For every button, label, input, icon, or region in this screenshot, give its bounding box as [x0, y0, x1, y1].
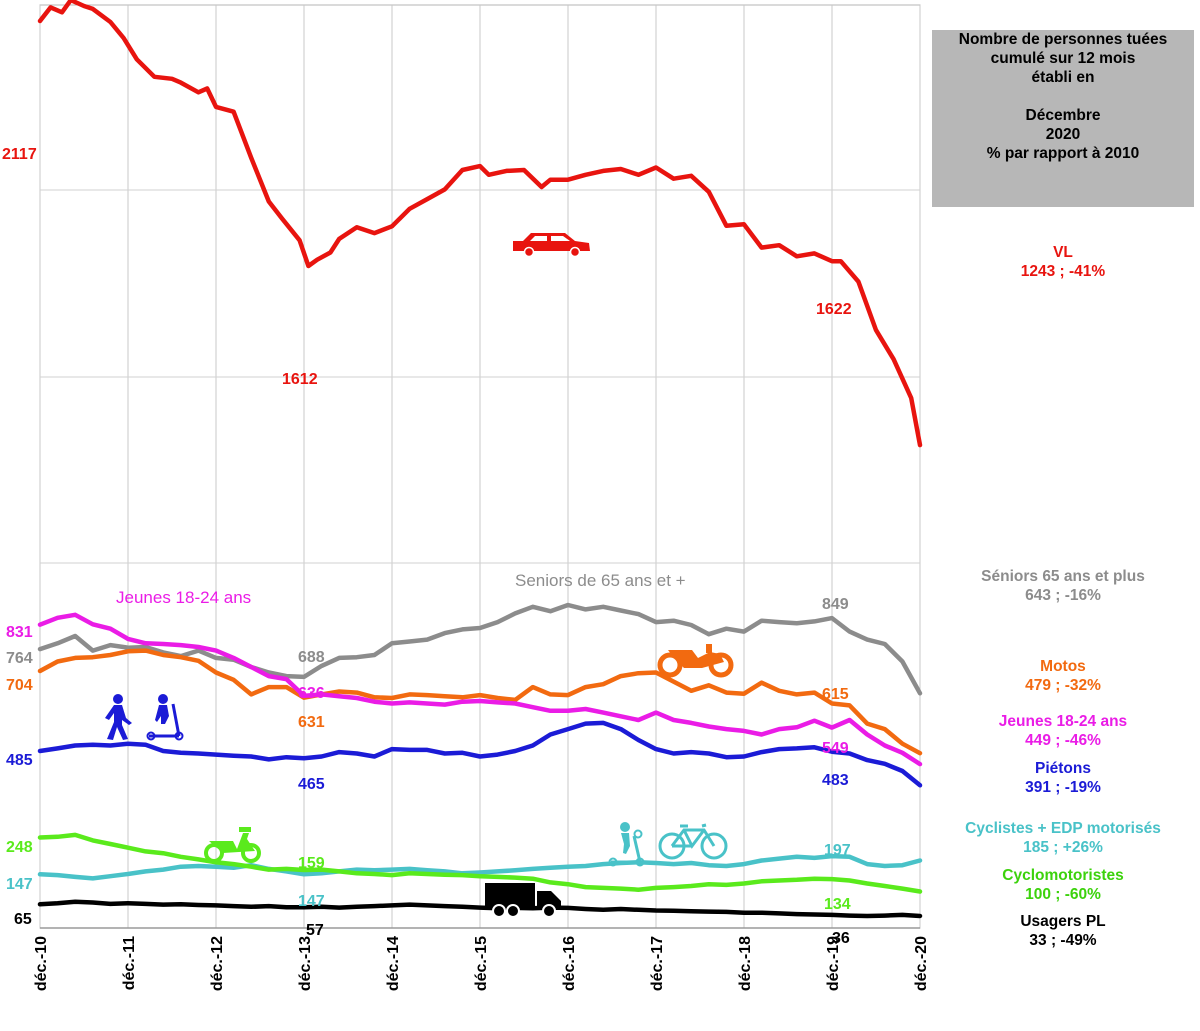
legend-jeunes: Jeunes 18-24 ans 449 ; -46%: [930, 712, 1196, 750]
legend-seniors: Séniors 65 ans et plus 643 ; -16%: [930, 567, 1196, 605]
motorcycle-icon: [657, 644, 734, 678]
info-line: Nombre de personnes tuées: [958, 31, 1168, 48]
value-label: 147: [6, 876, 33, 893]
moped-icon: [204, 827, 261, 863]
value-label: 485: [6, 752, 33, 769]
x-tick-label: déc.-14: [385, 936, 402, 991]
legend-pietons: Piétons 391 ; -19%: [930, 759, 1196, 797]
legend-value: 643 ; -16%: [1025, 587, 1101, 604]
pedestrian-icon: [105, 694, 132, 740]
info-box: Nombre de personnes tuées cumulé sur 12 …: [932, 30, 1194, 207]
value-label: 849: [822, 596, 849, 613]
info-line: [932, 87, 1194, 106]
info-line: cumulé sur 12 mois: [990, 50, 1136, 67]
x-axis-tick-labels: déc.-10 déc.-11 déc.-12 déc.-13 déc.-14 déc.-…: [33, 936, 930, 991]
info-line: établi en: [1031, 69, 1095, 86]
truck-icon: [485, 883, 561, 918]
x-tick-label: déc.-19: [825, 936, 842, 991]
legend-cyclistes: Cyclistes + EDP motorisés 185 ; +26%: [930, 819, 1196, 857]
value-label: 688: [298, 649, 325, 666]
value-label: 2117: [2, 146, 37, 163]
scooter-icon: [146, 694, 184, 741]
value-label: 147: [298, 893, 325, 910]
x-tick-label: déc.-20: [913, 936, 930, 991]
value-label: 549: [822, 740, 849, 757]
value-label: 1612: [282, 371, 318, 388]
value-label: 483: [822, 772, 849, 789]
legend-value: 391 ; -19%: [1025, 779, 1101, 796]
legend-value: 479 ; -32%: [1025, 677, 1101, 694]
value-label: 36: [832, 930, 850, 947]
legend-value: 33 ; -49%: [1029, 932, 1097, 949]
series-line-jeunes: [37, 612, 923, 767]
legend-value: 1243 ; -41%: [1020, 263, 1106, 280]
value-label: 615: [822, 686, 849, 703]
value-label: 197: [824, 842, 851, 859]
series-line-cyclistes: [37, 853, 923, 881]
series-line-pietons: [37, 720, 923, 788]
legend-value: 449 ; -46%: [1025, 732, 1101, 749]
series-line-seniors: [37, 602, 923, 696]
value-label: 631: [298, 714, 325, 731]
x-tick-label: déc.-17: [649, 936, 666, 991]
legend-name: Piétons: [1035, 760, 1091, 777]
value-label: Jeunes 18-24 ans: [116, 588, 251, 607]
kick-scooter-icon: [608, 822, 645, 867]
legend-name: Jeunes 18-24 ans: [998, 713, 1128, 730]
bicycle-icon: [658, 823, 728, 860]
info-line: Décembre: [1025, 107, 1101, 124]
x-tick-label: déc.-18: [737, 936, 754, 991]
value-label: 831: [6, 624, 33, 641]
series-line-pl: [37, 899, 923, 919]
value-label: 134: [824, 896, 851, 913]
legend-name: Cyclistes + EDP motorisés: [965, 820, 1161, 837]
chart-series: [37, 0, 923, 919]
x-tick-label: déc.-12: [209, 936, 226, 991]
legend-name: Motos: [1040, 658, 1086, 675]
legend-vl: VL 1243 ; -41%: [930, 243, 1196, 281]
legend-name: VL: [1053, 244, 1073, 261]
legend-value: 185 ; +26%: [1023, 839, 1103, 856]
legend-name: Séniors 65 ans et plus: [981, 568, 1145, 585]
value-label: 704: [6, 677, 33, 694]
value-label: 159: [298, 855, 325, 872]
value-label: 1622: [816, 301, 852, 318]
value-label: 57: [306, 922, 324, 939]
legend-pl: Usagers PL 33 ; -49%: [930, 912, 1196, 950]
x-tick-label: déc.-10: [33, 936, 50, 991]
legend-name: Usagers PL: [1020, 913, 1106, 930]
legend-name: Cyclomotoristes: [1002, 867, 1124, 884]
legend-motos: Motos 479 ; -32%: [930, 657, 1196, 695]
x-tick-label: déc.-13: [297, 936, 314, 991]
value-label: Seniors de 65 ans et +: [515, 571, 686, 590]
value-label: 465: [298, 776, 325, 793]
x-tick-label: déc.-11: [121, 936, 138, 990]
x-tick-label: déc.-15: [473, 936, 490, 991]
series-line-vl: [37, 0, 923, 448]
legend-value: 100 ; -60%: [1025, 886, 1101, 903]
value-label: 636: [298, 685, 325, 702]
legend-cyclo: Cyclomotoristes 100 ; -60%: [930, 866, 1196, 904]
value-label: 764: [6, 650, 33, 667]
car-icon: [513, 233, 590, 258]
value-label: 65: [14, 911, 32, 928]
gridlines: [39, 4, 921, 929]
info-line: % par rapport à 2010: [986, 145, 1140, 162]
x-tick-label: déc.-16: [561, 936, 578, 991]
series-line-cyclo: [37, 832, 923, 894]
value-labels: 2117 1612 1622 Jeunes 18-24 ans Seniors de 6…: [2, 146, 852, 947]
info-line: 2020: [1045, 126, 1081, 143]
value-label: 248: [6, 839, 33, 856]
series-line-motos: [37, 648, 923, 756]
